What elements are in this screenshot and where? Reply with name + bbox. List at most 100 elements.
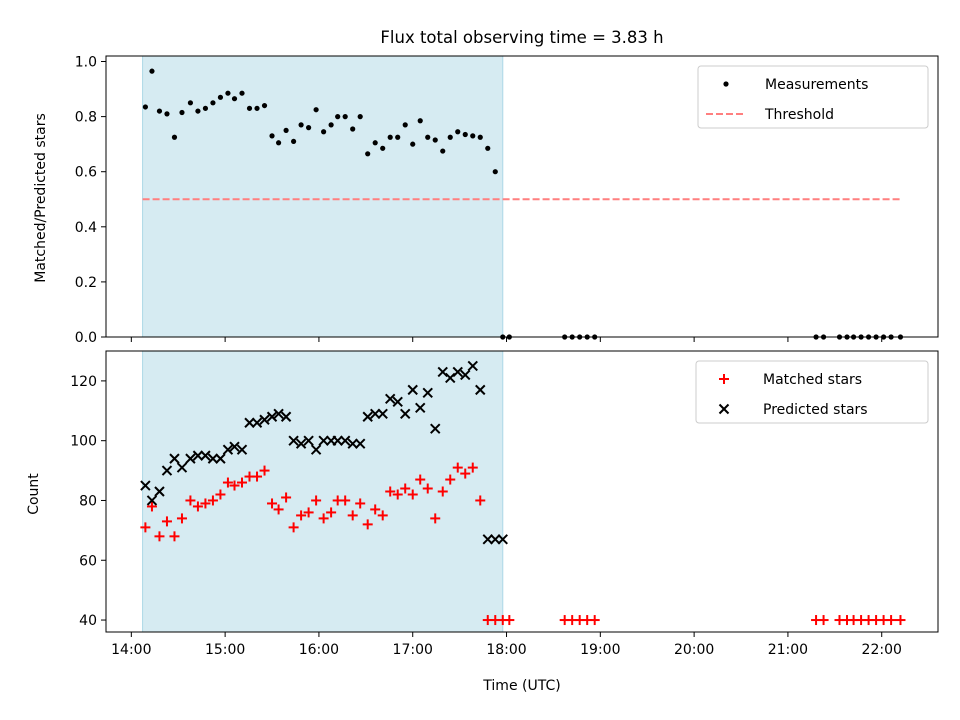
measurement-point bbox=[254, 105, 260, 111]
measurement-point bbox=[187, 100, 194, 106]
matched-star-point bbox=[475, 495, 486, 506]
measurement-point bbox=[239, 90, 245, 96]
bottom-legend-box bbox=[695, 360, 929, 424]
predicted-star-mark-b bbox=[369, 408, 381, 419]
measurement-point bbox=[225, 90, 231, 96]
top-y-axis-label: Matched/Predicted stars bbox=[33, 113, 49, 283]
legend-measurement-marker bbox=[723, 81, 729, 87]
predicted-star-point bbox=[200, 450, 211, 461]
measurement-point bbox=[485, 145, 491, 151]
measurement-point bbox=[492, 169, 498, 175]
predicted-star-point bbox=[251, 417, 263, 428]
matched-star-point bbox=[589, 615, 600, 626]
predicted-star-mark-b bbox=[295, 438, 307, 449]
measurement-point bbox=[269, 133, 275, 139]
legend-label: Predicted stars bbox=[763, 402, 868, 418]
legend-label: Measurements bbox=[765, 77, 868, 93]
matched-star-point bbox=[326, 507, 337, 518]
predicted-star-point bbox=[259, 414, 270, 425]
top-y-tick-label: 0.8 bbox=[75, 110, 97, 126]
matched-star-point bbox=[895, 615, 906, 626]
predicted-star-point bbox=[377, 408, 388, 419]
measurement-point bbox=[283, 127, 289, 133]
matched-star-point bbox=[392, 489, 403, 500]
matched-star-point bbox=[415, 474, 426, 485]
predicted-star-mark-b bbox=[490, 534, 501, 545]
x-tick-label: 22:00 bbox=[862, 642, 902, 658]
matched-star-point bbox=[311, 495, 322, 506]
predicted-star-point bbox=[385, 393, 396, 405]
matched-star-point bbox=[288, 522, 299, 533]
predicted-star-point bbox=[347, 438, 358, 449]
predicted-star-mark-b bbox=[318, 435, 329, 446]
top-legend: Measurements Threshold bbox=[697, 65, 929, 129]
legend-label: Threshold bbox=[764, 107, 834, 123]
measurement-point bbox=[410, 141, 416, 147]
measurement-point bbox=[357, 114, 363, 120]
predicted-star-mark-b bbox=[176, 462, 188, 473]
matched-star-point bbox=[273, 504, 284, 515]
matched-star-point bbox=[296, 510, 307, 521]
top-y-tick-label: 0.0 bbox=[75, 330, 97, 346]
measurement-point bbox=[342, 114, 348, 120]
predicted-star-mark-b bbox=[161, 465, 173, 476]
legend-label: Matched stars bbox=[763, 372, 862, 388]
measurement-point bbox=[417, 118, 423, 124]
predicted-star-mark-b bbox=[332, 435, 343, 446]
predicted-star-mark-b bbox=[229, 441, 240, 452]
matched-star-point bbox=[176, 513, 187, 524]
matched-star-point bbox=[886, 615, 897, 626]
measurement-point bbox=[275, 140, 282, 146]
predicted-star-mark-b bbox=[146, 495, 158, 506]
matched-star-point bbox=[229, 480, 240, 491]
predicted-star-mark-b bbox=[192, 450, 204, 461]
measurement-point bbox=[372, 140, 378, 146]
predicted-star-mark-b bbox=[460, 369, 471, 381]
predicted-star-mark-b bbox=[154, 486, 165, 497]
predicted-star-point bbox=[430, 423, 441, 434]
predicted-star-point bbox=[185, 453, 196, 464]
predicted-star-mark-b bbox=[392, 396, 403, 408]
x-tick-label: 20:00 bbox=[674, 642, 714, 658]
predicted-star-point bbox=[467, 360, 478, 372]
measurement-point bbox=[149, 68, 155, 74]
predicted-star-point bbox=[161, 465, 173, 476]
matched-star-point bbox=[422, 483, 433, 494]
predicted-star-mark-b bbox=[280, 411, 292, 422]
x-tick-label: 14:00 bbox=[111, 642, 151, 658]
top-plot-frame bbox=[105, 55, 939, 338]
predicted-star-mark-b bbox=[422, 387, 433, 399]
matched-star-point bbox=[154, 531, 165, 542]
predicted-star-point bbox=[354, 438, 366, 449]
measurement-point bbox=[179, 109, 185, 116]
measurement-point bbox=[217, 94, 224, 100]
measurement-point bbox=[306, 125, 312, 131]
bottom-y-tick-label: 120 bbox=[70, 374, 97, 390]
measurement-point bbox=[156, 108, 163, 114]
measurement-point bbox=[432, 137, 438, 143]
predicted-star-mark-b bbox=[303, 435, 314, 446]
predicted-star-point bbox=[207, 453, 219, 464]
predicted-star-point bbox=[169, 453, 180, 464]
matched-star-point bbox=[146, 501, 157, 512]
predicted-star-point bbox=[244, 417, 255, 428]
predicted-star-point bbox=[332, 435, 343, 446]
bottom-y-tick-label: 80 bbox=[79, 493, 97, 509]
predicted-star-mark-b bbox=[400, 408, 411, 419]
matched-star-point bbox=[340, 495, 351, 506]
predicted-star-point bbox=[475, 384, 486, 396]
measurement-point bbox=[210, 100, 216, 106]
x-tick-label: 18:00 bbox=[486, 642, 526, 658]
top-y-tick-label: 0.4 bbox=[75, 220, 97, 236]
measurement-point bbox=[290, 138, 297, 145]
top-y-tick-label: 1.0 bbox=[75, 55, 97, 71]
matched-star-point bbox=[222, 477, 233, 488]
matched-star-point bbox=[437, 486, 448, 497]
top-y-tick-label: 0.2 bbox=[75, 275, 97, 291]
predicted-star-point bbox=[415, 402, 426, 414]
matched-star-point bbox=[161, 516, 172, 527]
bottom-y-tick-label: 60 bbox=[79, 553, 97, 569]
predicted-star-mark-b bbox=[310, 444, 322, 455]
measurement-point bbox=[447, 134, 453, 140]
predicted-star-point bbox=[273, 408, 284, 419]
